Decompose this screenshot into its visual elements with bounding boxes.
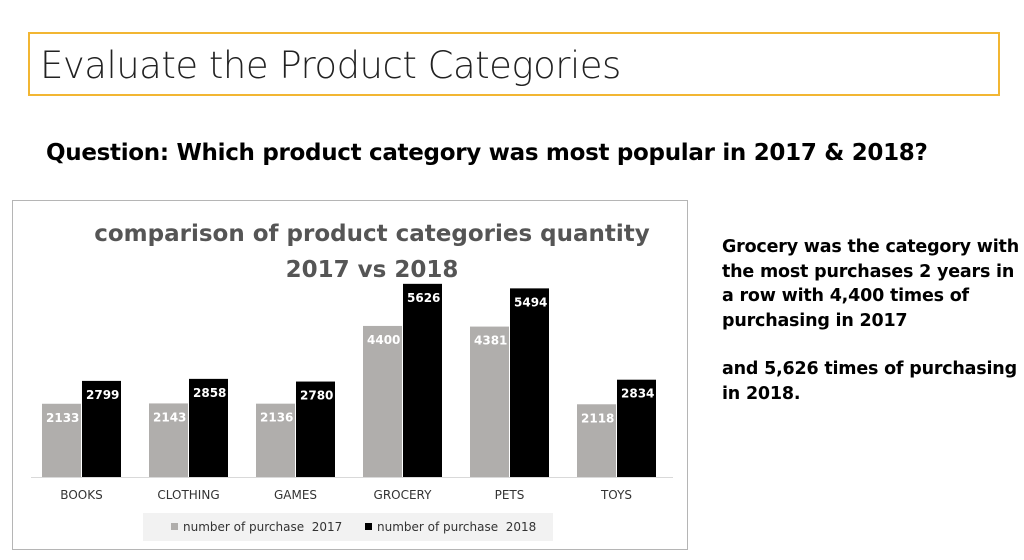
legend-swatch-2017 [171, 523, 178, 530]
bar-grocery-2018 [403, 283, 442, 477]
bar-clothing-2018 [189, 378, 228, 477]
data-label-books-2018: 2799 [86, 388, 119, 402]
data-label-toys-2017: 2118 [581, 411, 614, 425]
x-tick-label-grocery: GROCERY [374, 488, 433, 502]
bar-books-2017 [42, 403, 81, 477]
data-label-pets-2018: 5494 [514, 295, 547, 309]
question-text: Question: Which product category was mos… [46, 140, 928, 166]
x-tick-label-games: GAMES [274, 488, 317, 502]
data-label-pets-2017: 4381 [474, 334, 507, 348]
data-label-clothing-2017: 2143 [153, 410, 186, 424]
data-label-toys-2018: 2834 [621, 387, 654, 401]
data-label-books-2017: 2133 [46, 411, 79, 425]
x-tick-label-pets: PETS [495, 488, 525, 502]
data-label-games-2017: 2136 [260, 411, 293, 425]
insight-text: Grocery was the category with the most p… [722, 235, 1022, 406]
bar-games-2018 [296, 381, 335, 477]
bar-toys-2018 [617, 379, 656, 477]
legend-background [143, 513, 553, 541]
legend-swatch-2018 [365, 523, 372, 530]
insight-line-2: and 5,626 times of purchasing in 2018. [722, 359, 1017, 404]
bar-toys-2017 [577, 404, 616, 477]
legend-label-2018: number of purchase 2018 [377, 520, 536, 534]
x-tick-label-clothing: CLOTHING [157, 488, 219, 502]
bar-games-2017 [256, 403, 295, 477]
bar-grocery-2017 [363, 325, 402, 477]
bar-books-2018 [82, 380, 121, 477]
page-title: Evaluate the Product Categories [40, 44, 621, 87]
chart-title-line-2: 2017 vs 2018 [286, 257, 459, 283]
chart-title-line-1: comparison of product categories quantit… [94, 221, 650, 247]
bar-pets-2017 [470, 326, 509, 477]
bar-chart: comparison of product categories quantit… [31, 221, 673, 541]
legend-label-2017: number of purchase 2017 [183, 520, 342, 534]
bar-clothing-2017 [149, 403, 188, 477]
data-label-grocery-2017: 4400 [367, 333, 400, 347]
bar-pets-2018 [510, 288, 549, 477]
title-box: Evaluate the Product Categories [28, 32, 1000, 96]
x-tick-label-toys: TOYS [600, 488, 632, 502]
data-label-grocery-2018: 5626 [407, 291, 440, 305]
chart-frame: comparison of product categories quantit… [12, 200, 688, 550]
data-label-clothing-2018: 2858 [193, 386, 226, 400]
data-label-games-2018: 2780 [300, 389, 333, 403]
x-tick-label-books: BOOKS [60, 488, 102, 502]
insight-line-1: Grocery was the category with the most p… [722, 237, 1019, 331]
